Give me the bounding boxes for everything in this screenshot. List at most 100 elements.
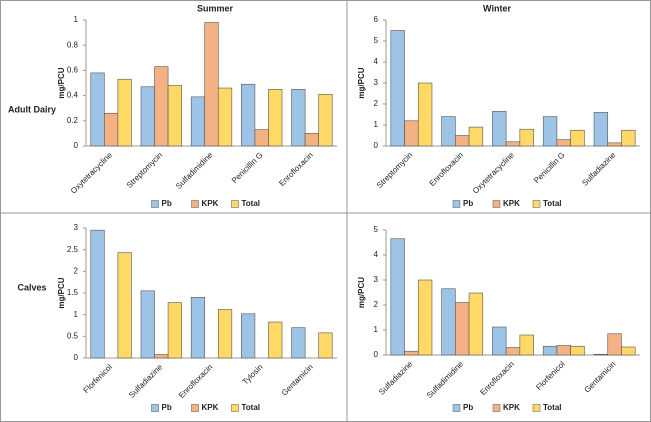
bar (390, 30, 405, 147)
legend-label: KPK (202, 199, 219, 208)
bar (519, 334, 534, 356)
y-tick-label: 2 (74, 266, 79, 275)
bar (104, 112, 119, 147)
y-tick-label: 1 (74, 15, 79, 24)
bar (593, 112, 609, 147)
bar (417, 82, 433, 147)
bar (455, 135, 470, 147)
legend-label: KPK (503, 199, 520, 208)
legend-label: Total (543, 199, 562, 208)
bar (468, 126, 484, 147)
x-tick-label: Tylosin (241, 363, 265, 387)
legend-swatch (191, 404, 199, 412)
legend-label: Pb (463, 403, 473, 412)
y-tick-label: 0.4 (67, 91, 79, 100)
bar (90, 72, 105, 147)
bar (190, 297, 206, 359)
y-tick-label: 4 (374, 250, 379, 259)
bar (140, 290, 155, 359)
bar (318, 94, 333, 147)
y-axis-title: mg/PCU (357, 277, 366, 308)
legend-swatch (532, 200, 541, 208)
legend-swatch (452, 200, 461, 208)
bar (556, 345, 571, 356)
y-tick-label: 1.5 (67, 288, 79, 297)
y-axis-title: mg/PCU (357, 67, 366, 98)
x-tick-label: Streptomycin (375, 151, 414, 190)
bar (607, 142, 622, 147)
x-tick-label: Gentamicin (280, 363, 315, 398)
bar (241, 313, 256, 359)
y-tick-label: 3 (74, 223, 79, 232)
x-tick-label: Streptomycin (125, 151, 164, 190)
x-tick-label: Enrofloxacin (177, 363, 214, 400)
row-title: Adult Dairy (8, 104, 56, 114)
legend-swatch (492, 200, 501, 208)
bar (117, 252, 132, 359)
bar (556, 139, 571, 147)
x-tick-label: Florfenicol (534, 359, 567, 392)
bar (542, 116, 558, 147)
bar (519, 128, 534, 147)
row-title: Calves (17, 282, 46, 292)
y-tick-label: 0 (74, 141, 79, 150)
bar (190, 96, 206, 147)
bar (117, 78, 132, 147)
column-title: Winter (483, 3, 511, 13)
bar (542, 345, 558, 356)
y-tick-label: 0 (74, 353, 79, 362)
legend-label: Pb (162, 403, 172, 412)
bar (318, 332, 333, 359)
legend-swatch (452, 404, 461, 412)
bar (291, 89, 306, 147)
column-title: Summer (197, 3, 234, 13)
bar (455, 302, 470, 356)
y-axis-title: mg/PCU (57, 277, 66, 308)
bar (304, 133, 319, 147)
y-tick-label: 0.6 (67, 66, 79, 75)
y-tick-label: 1 (74, 310, 79, 319)
bar (204, 22, 219, 147)
legend-label: Total (543, 403, 562, 412)
bar (621, 346, 636, 356)
x-tick-label: Oxytetracycline (69, 150, 114, 195)
x-tick-label: Enrofloxacin (428, 151, 465, 188)
bar (570, 345, 585, 356)
bar (268, 321, 283, 359)
bar (404, 350, 419, 356)
y-tick-label: 0.5 (67, 331, 79, 340)
bar (417, 279, 433, 356)
bar (593, 353, 609, 356)
x-tick-label: Sulfadiazine (377, 359, 415, 397)
legend-label: KPK (503, 403, 520, 412)
y-tick-label: 1 (374, 120, 379, 129)
bar (390, 238, 405, 356)
x-tick-label: Sulfadimidine (174, 150, 215, 191)
bar (570, 129, 585, 147)
y-tick-label: 5 (374, 225, 379, 234)
legend-label: KPK (202, 403, 219, 412)
bar (505, 347, 521, 356)
y-tick-label: 4 (374, 57, 379, 66)
y-tick-label: 0.2 (67, 116, 79, 125)
x-tick-label: Oxytetracycline (471, 150, 516, 195)
bar (254, 129, 269, 147)
bar (441, 116, 456, 147)
y-tick-label: 1 (374, 325, 379, 334)
x-tick-label: Sulfadiazine (580, 150, 618, 188)
bar (167, 302, 182, 359)
bar (492, 111, 507, 147)
x-tick-label: Penicillin G (532, 151, 567, 186)
y-tick-label: 3 (374, 78, 379, 87)
y-axis-title: mg/PCU (57, 67, 66, 98)
y-tick-label: 5 (374, 36, 379, 45)
x-tick-label: Sulfadimidine (425, 359, 466, 400)
x-tick-label: Penicillin G (230, 151, 265, 186)
bar (291, 327, 306, 359)
legend-swatch (231, 200, 239, 208)
bar (241, 83, 256, 147)
legend-label: Total (242, 403, 261, 412)
y-tick-label: 0.8 (67, 40, 79, 49)
y-tick-label: 0 (374, 350, 379, 359)
